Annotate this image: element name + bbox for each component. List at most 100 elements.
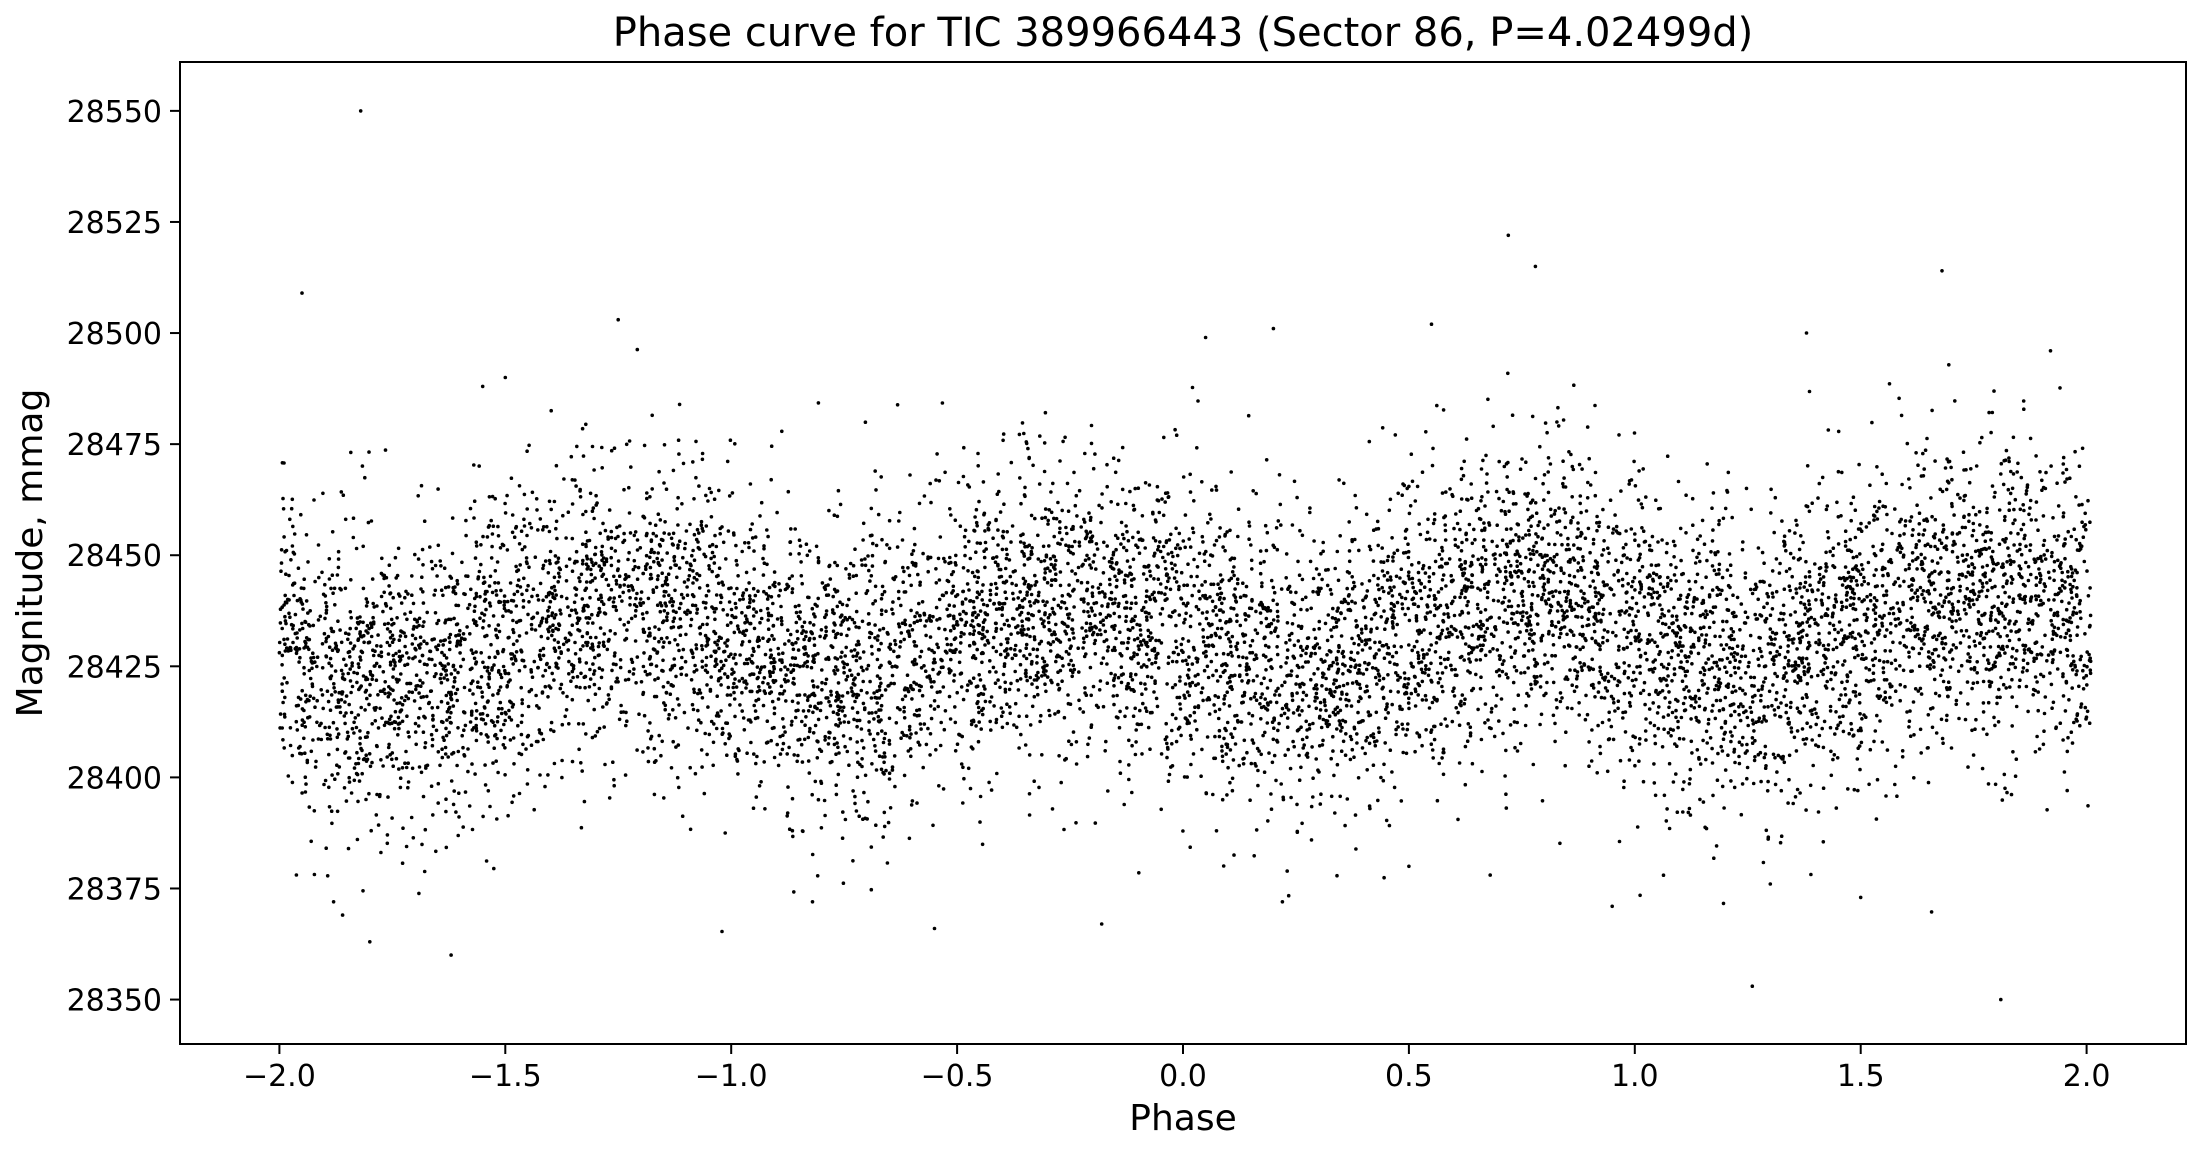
scatter-point [2065, 654, 2070, 658]
scatter-point [552, 761, 557, 766]
scatter-point [1247, 524, 1252, 528]
scatter-point [980, 842, 985, 847]
scatter-point [1040, 516, 1044, 520]
scatter-point [940, 401, 945, 405]
scatter-point [886, 820, 891, 825]
scatter-point [1378, 640, 1382, 644]
scatter-point [436, 750, 441, 754]
scatter-point [1619, 489, 1623, 493]
scatter-point [584, 554, 589, 558]
scatter-point [1188, 733, 1193, 738]
scatter-point [934, 567, 938, 571]
scatter-point [1401, 750, 1405, 755]
scatter-point [1696, 688, 1701, 693]
scatter-point [470, 709, 474, 714]
scatter-point [973, 515, 977, 519]
scatter-point [544, 620, 549, 624]
scatter-point [1793, 610, 1797, 614]
scatter-point [1461, 473, 1466, 478]
scatter-point [1686, 810, 1691, 815]
scatter-point [1831, 687, 1835, 691]
scatter-point [1392, 585, 1396, 589]
scatter-point [392, 637, 396, 642]
scatter-point [1971, 505, 1976, 510]
scatter-point [909, 608, 913, 613]
scatter-point [493, 496, 498, 501]
scatter-point [1555, 531, 1560, 535]
scatter-point [744, 570, 749, 575]
scatter-point [684, 632, 688, 637]
scatter-point [489, 642, 493, 647]
scatter-point [613, 536, 618, 541]
scatter-point [1280, 706, 1285, 711]
scatter-point [344, 663, 348, 667]
scatter-point [656, 562, 661, 566]
scatter-point [1364, 626, 1368, 631]
scatter-point [1572, 689, 1577, 694]
scatter-point [1377, 596, 1382, 601]
scatter-point [436, 618, 441, 623]
scatter-point [634, 681, 638, 685]
scatter-point [1366, 710, 1371, 714]
scatter-point [1910, 533, 1915, 538]
scatter-point [907, 634, 912, 638]
scatter-point [1662, 793, 1667, 798]
scatter-point [820, 668, 824, 672]
scatter-point [1249, 761, 1254, 766]
scatter-point [1430, 748, 1435, 752]
scatter-point [479, 675, 484, 679]
scatter-point [861, 701, 866, 706]
scatter-point [1560, 696, 1564, 700]
scatter-point [1763, 664, 1768, 668]
scatter-point [1840, 604, 1845, 609]
scatter-point [1804, 808, 1808, 812]
scatter-point [461, 825, 466, 829]
scatter-point [1074, 740, 1079, 744]
scatter-point [699, 523, 704, 527]
scatter-point [1877, 499, 1882, 504]
scatter-point [1039, 559, 1043, 564]
scatter-point [1731, 684, 1736, 689]
scatter-point [1136, 644, 1141, 648]
scatter-point [824, 696, 828, 700]
scatter-point [740, 640, 745, 644]
scatter-point [1395, 622, 1399, 627]
scatter-point [283, 695, 287, 700]
scatter-point [1433, 650, 1438, 654]
scatter-point [970, 619, 975, 623]
scatter-point [503, 511, 508, 515]
scatter-point [1753, 755, 1757, 759]
scatter-point [2023, 644, 2028, 648]
scatter-point [1992, 389, 1996, 393]
scatter-point [1026, 446, 1030, 451]
scatter-point [511, 794, 516, 798]
scatter-point [1678, 626, 1682, 631]
scatter-point [667, 712, 671, 717]
scatter-point [496, 706, 501, 711]
scatter-point [1651, 579, 1656, 583]
scatter-point [1092, 553, 1097, 557]
scatter-point [1313, 699, 1317, 703]
scatter-point [1482, 521, 1486, 525]
scatter-point [617, 524, 622, 528]
scatter-point [564, 579, 569, 583]
scatter-point [1006, 653, 1010, 657]
scatter-point [1665, 683, 1669, 688]
scatter-point [393, 709, 398, 714]
scatter-point [578, 685, 582, 690]
scatter-point [1944, 686, 1949, 690]
scatter-point [1039, 617, 1043, 621]
scatter-point [425, 694, 429, 699]
scatter-point [1309, 606, 1313, 611]
scatter-point [1860, 639, 1864, 644]
scatter-point [1636, 498, 1641, 502]
scatter-point [1406, 549, 1411, 554]
scatter-point [1484, 562, 1488, 567]
scatter-point [928, 753, 932, 757]
scatter-point [692, 532, 697, 537]
scatter-point [302, 586, 306, 591]
scatter-point [1321, 717, 1326, 722]
scatter-point [1032, 635, 1037, 639]
scatter-point [829, 689, 833, 694]
scatter-point [1352, 641, 1356, 646]
